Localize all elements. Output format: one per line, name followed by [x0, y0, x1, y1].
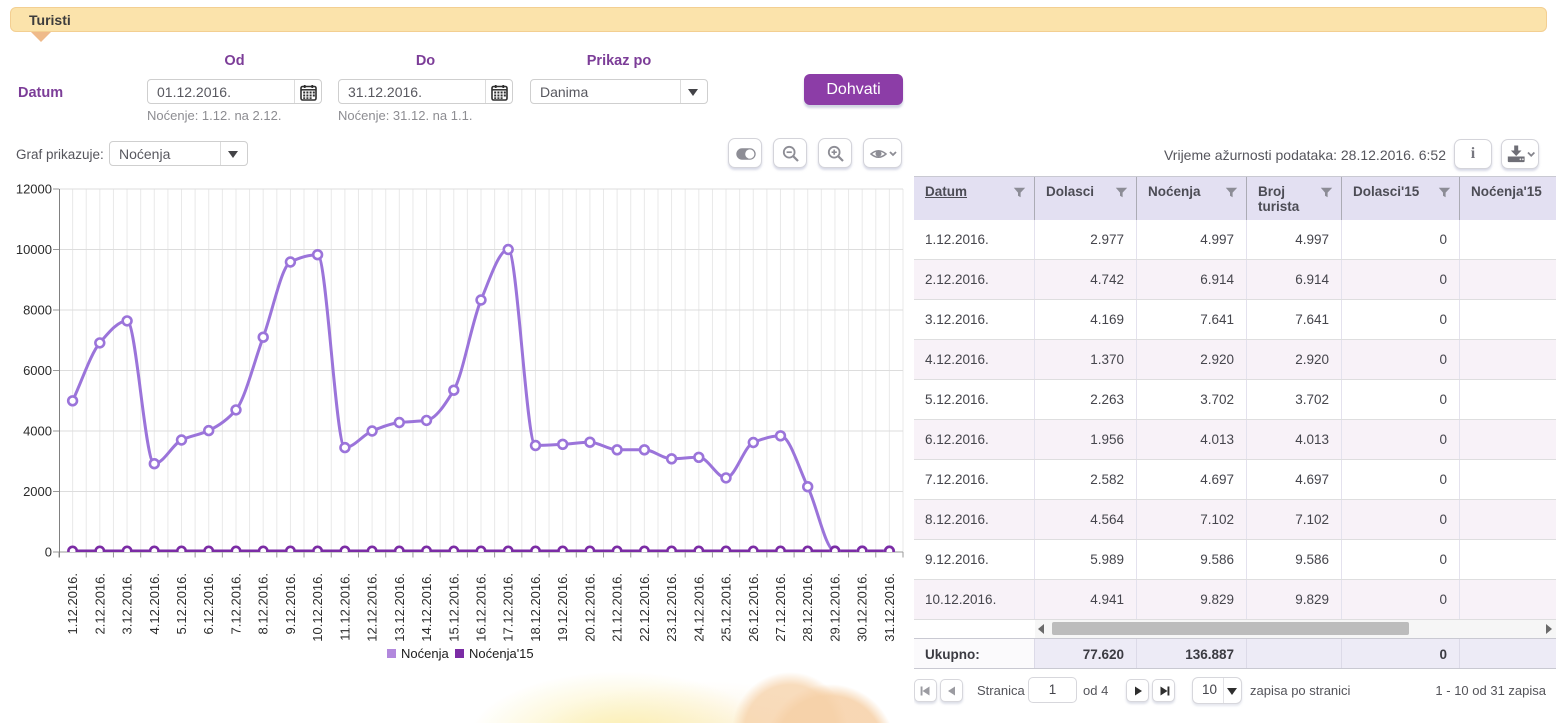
svg-text:17.12.2016.: 17.12.2016.	[501, 573, 516, 642]
svg-text:15.12.2016.: 15.12.2016.	[446, 573, 461, 642]
svg-text:30.12.2016.: 30.12.2016.	[855, 573, 870, 642]
svg-text:28.12.2016.: 28.12.2016.	[800, 573, 815, 642]
svg-text:6.12.2016.: 6.12.2016.	[201, 573, 216, 634]
svg-text:1.12.2016.: 1.12.2016.	[65, 573, 80, 634]
svg-text:8000: 8000	[23, 303, 52, 318]
svg-text:19.12.2016.: 19.12.2016.	[555, 573, 570, 642]
svg-text:0: 0	[45, 545, 52, 560]
svg-text:16.12.2016.: 16.12.2016.	[474, 573, 489, 642]
svg-text:14.12.2016.: 14.12.2016.	[419, 573, 434, 642]
svg-text:13.12.2016.: 13.12.2016.	[392, 573, 407, 642]
svg-text:2.12.2016.: 2.12.2016.	[92, 573, 107, 634]
svg-text:10000: 10000	[16, 242, 52, 257]
svg-text:26.12.2016.: 26.12.2016.	[746, 573, 761, 642]
svg-text:18.12.2016.: 18.12.2016.	[528, 573, 543, 642]
svg-text:8.12.2016.: 8.12.2016.	[256, 573, 271, 634]
svg-text:4.12.2016.: 4.12.2016.	[147, 573, 162, 634]
svg-text:20.12.2016.: 20.12.2016.	[582, 573, 597, 642]
svg-text:31.12.2016.: 31.12.2016.	[882, 573, 897, 642]
svg-text:12000: 12000	[16, 182, 52, 197]
svg-text:6000: 6000	[23, 363, 52, 378]
svg-text:10.12.2016.: 10.12.2016.	[310, 573, 325, 642]
svg-text:3.12.2016.: 3.12.2016.	[120, 573, 135, 634]
svg-text:11.12.2016.: 11.12.2016.	[337, 573, 352, 641]
svg-text:5.12.2016.: 5.12.2016.	[174, 573, 189, 634]
svg-text:21.12.2016.: 21.12.2016.	[610, 573, 625, 642]
svg-text:27.12.2016.: 27.12.2016.	[773, 573, 788, 642]
svg-text:22.12.2016.: 22.12.2016.	[637, 573, 652, 642]
svg-text:9.12.2016.: 9.12.2016.	[283, 573, 298, 634]
svg-text:23.12.2016.: 23.12.2016.	[664, 573, 679, 642]
svg-text:29.12.2016.: 29.12.2016.	[827, 573, 842, 642]
svg-text:2000: 2000	[23, 484, 52, 499]
svg-text:24.12.2016.: 24.12.2016.	[691, 573, 706, 642]
svg-text:Noćenja: Noćenja	[401, 646, 449, 661]
svg-text:Noćenja'15: Noćenja'15	[469, 646, 534, 661]
svg-text:7.12.2016.: 7.12.2016.	[229, 573, 244, 634]
svg-text:25.12.2016.: 25.12.2016.	[719, 573, 734, 642]
svg-text:12.12.2016.: 12.12.2016.	[365, 573, 380, 642]
svg-text:4000: 4000	[23, 424, 52, 439]
